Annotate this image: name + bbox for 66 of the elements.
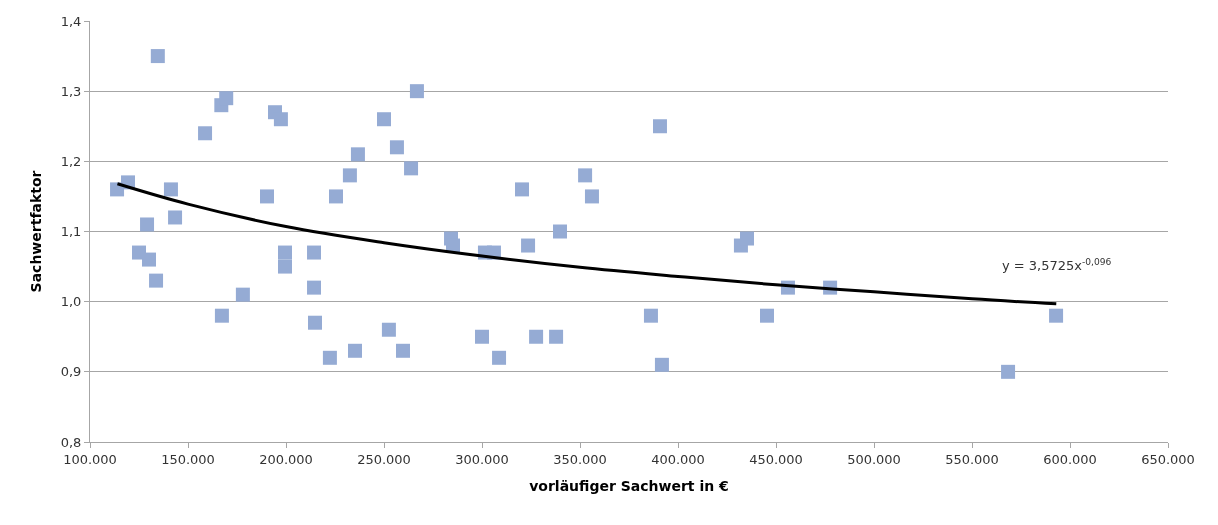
point xyxy=(278,245,293,260)
point xyxy=(404,161,419,176)
point xyxy=(389,140,404,155)
point xyxy=(377,112,391,127)
point xyxy=(381,322,396,337)
point xyxy=(214,308,229,323)
x-tick-label: 150.000 xyxy=(161,451,215,467)
x-tick-label: 350.000 xyxy=(553,451,607,467)
point xyxy=(198,126,213,141)
point xyxy=(514,182,529,197)
y-tick-label: 0,9 xyxy=(60,364,82,380)
y-tick-label: 0,8 xyxy=(60,434,82,450)
point xyxy=(578,168,593,183)
x-tick-label: 400.000 xyxy=(651,451,705,467)
y-tick-label: 1,0 xyxy=(60,294,82,310)
x-axis-title: vorläufiger Sachwert in € xyxy=(529,477,729,494)
y-tick-label: 1,2 xyxy=(60,153,82,169)
y-tick-label: 1,4 xyxy=(60,13,82,29)
annotation: y = 3,5725x$^{-0,096}$ xyxy=(1002,257,1112,274)
point xyxy=(142,252,156,267)
y-tick-label: 1,3 xyxy=(60,83,82,99)
point xyxy=(1049,308,1064,323)
point xyxy=(643,308,658,323)
point xyxy=(235,287,250,302)
y-axis-title: Sachwertfaktor xyxy=(28,170,45,293)
point xyxy=(347,343,362,358)
x-tick-label: 250.000 xyxy=(357,451,411,467)
point xyxy=(652,119,667,134)
point xyxy=(307,280,322,295)
point xyxy=(322,350,337,365)
point xyxy=(396,343,411,358)
point xyxy=(342,168,357,183)
x-tick-label: 600.000 xyxy=(1043,451,1097,467)
point xyxy=(475,329,489,344)
point xyxy=(654,357,669,372)
point xyxy=(259,189,274,204)
point xyxy=(492,350,507,365)
point xyxy=(409,84,424,99)
x-tick-label: 100.000 xyxy=(63,451,117,467)
point xyxy=(553,224,568,239)
point xyxy=(308,315,323,330)
point xyxy=(278,259,293,274)
x-tick-label: 500.000 xyxy=(847,451,901,467)
x-tick-label: 650.000 xyxy=(1141,451,1195,467)
point xyxy=(521,238,536,253)
point xyxy=(549,329,564,344)
x-tick-label: 200.000 xyxy=(259,451,313,467)
point xyxy=(273,112,288,127)
point xyxy=(168,210,183,225)
point xyxy=(307,245,322,260)
point xyxy=(759,308,774,323)
x-tick-label: 300.000 xyxy=(455,451,509,467)
point xyxy=(739,231,754,246)
point xyxy=(140,217,155,232)
point xyxy=(328,189,343,204)
point xyxy=(150,49,165,64)
point xyxy=(1001,364,1016,379)
y-tick-label: 1,1 xyxy=(60,224,82,240)
point xyxy=(584,189,599,204)
point xyxy=(219,91,234,106)
x-tick-label: 450.000 xyxy=(749,451,803,467)
x-tick-label: 550.000 xyxy=(945,451,999,467)
point xyxy=(350,147,365,162)
point xyxy=(163,182,178,197)
point xyxy=(529,329,544,344)
point xyxy=(149,273,164,288)
